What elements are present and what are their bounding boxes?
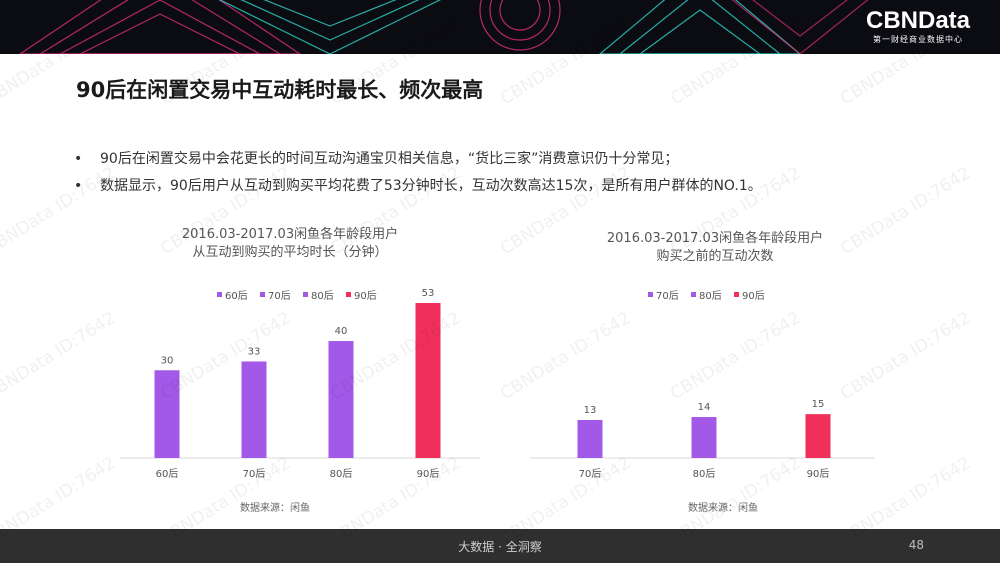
- chart-title-interactions: 2016.03-2017.03闲鱼各年龄段用户 购买之前的互动次数: [575, 230, 855, 266]
- footer-slogan: 大数据 · 全洞察: [458, 540, 542, 554]
- page-title: 90后在闲置交易中互动耗时最长、频次最高: [76, 78, 484, 102]
- duration-bar-chart: 60后 70后 80后 90后 30 60后 33 70后 40 80后 53 90后: [120, 288, 480, 480]
- bar: [415, 303, 441, 458]
- bar: [805, 414, 831, 458]
- data-source-right: 数据来源：闲鱼: [688, 503, 758, 514]
- bullet-dot: •: [74, 151, 83, 167]
- bullet-text: 90后在闲置交易中会花更长的时间互动沟通宝贝相关信息，“货比三家”消费意识仍十分…: [100, 151, 679, 167]
- brand-logo: CBNData 第一财经商业数据中心: [866, 8, 970, 46]
- chart-title-line: 2016.03-2017.03闲鱼各年龄段用户: [181, 227, 399, 242]
- legend-swatch: [303, 292, 308, 297]
- legend-label: 70后: [268, 290, 291, 302]
- watermark-text: CBNData ID:7642: [837, 163, 974, 259]
- bar: [577, 419, 603, 458]
- brand-name: CBNData: [865, 7, 970, 34]
- x-tick-label: 90后: [417, 468, 440, 480]
- legend-swatch: [691, 292, 696, 297]
- bar-value-label: 14: [698, 402, 711, 413]
- legend-swatch: [260, 292, 265, 297]
- bar-value-label: 53: [422, 288, 435, 299]
- legend-swatch: [217, 292, 222, 297]
- chart-title-line: 从互动到购买的平均时长（分钟）: [192, 245, 388, 260]
- chart-title-line: 2016.03-2017.03闲鱼各年龄段用户: [606, 231, 824, 246]
- footer-bar: 大数据 · 全洞察 48: [0, 529, 1000, 563]
- bar: [154, 370, 180, 458]
- bullet-item: • 数据显示，90后用户从互动到购买平均花费了53分钟时长，互动次数高达15次，…: [74, 173, 762, 200]
- bullet-text: 数据显示，90后用户从互动到购买平均花费了53分钟时长，互动次数高达15次，是所…: [100, 178, 762, 194]
- header-banner: CBNData 第一财经商业数据中心: [0, 0, 1000, 54]
- bar: [328, 341, 354, 458]
- bar-value-label: 13: [584, 405, 597, 416]
- banner-decoration: [18, 0, 869, 54]
- bar: [241, 361, 267, 458]
- chart-title-duration: 2016.03-2017.03闲鱼各年龄段用户 从互动到购买的平均时长（分钟）: [150, 226, 430, 262]
- legend-label: 80后: [311, 290, 334, 302]
- bullet-dot: •: [74, 178, 83, 194]
- legend-swatch: [734, 292, 739, 297]
- legend-swatch: [346, 292, 351, 297]
- legend-label: 90后: [742, 290, 765, 302]
- bar-value-label: 30: [161, 355, 174, 366]
- legend-swatch: [648, 292, 653, 297]
- x-tick-label: 70后: [579, 468, 602, 480]
- x-tick-label: 60后: [156, 468, 179, 480]
- chart-title-line: 购买之前的互动次数: [656, 249, 774, 264]
- bar-value-label: 15: [812, 399, 825, 410]
- x-tick-label: 90后: [807, 468, 830, 480]
- page-number: 48: [908, 538, 924, 552]
- x-tick-label: 80后: [330, 468, 353, 480]
- data-source-left: 数据来源：闲鱼: [240, 503, 310, 514]
- interactions-bar-chart: 70后 80后 90后 13 70后 14 80后 15 90后: [530, 290, 875, 480]
- x-tick-label: 80后: [693, 468, 716, 480]
- legend-label: 70后: [656, 290, 679, 302]
- legend-label: 80后: [699, 290, 722, 302]
- brand-subtitle: 第一财经商业数据中心: [872, 35, 963, 44]
- bar: [691, 417, 717, 458]
- bar-value-label: 33: [248, 346, 261, 357]
- legend-label: 90后: [354, 290, 377, 302]
- legend-label: 60后: [225, 290, 248, 302]
- bullet-item: • 90后在闲置交易中会花更长的时间互动沟通宝贝相关信息，“货比三家”消费意识仍…: [74, 146, 762, 173]
- x-tick-label: 70后: [243, 468, 266, 480]
- bar-value-label: 40: [335, 326, 348, 337]
- bullet-list: • 90后在闲置交易中会花更长的时间互动沟通宝贝相关信息，“货比三家”消费意识仍…: [74, 146, 762, 200]
